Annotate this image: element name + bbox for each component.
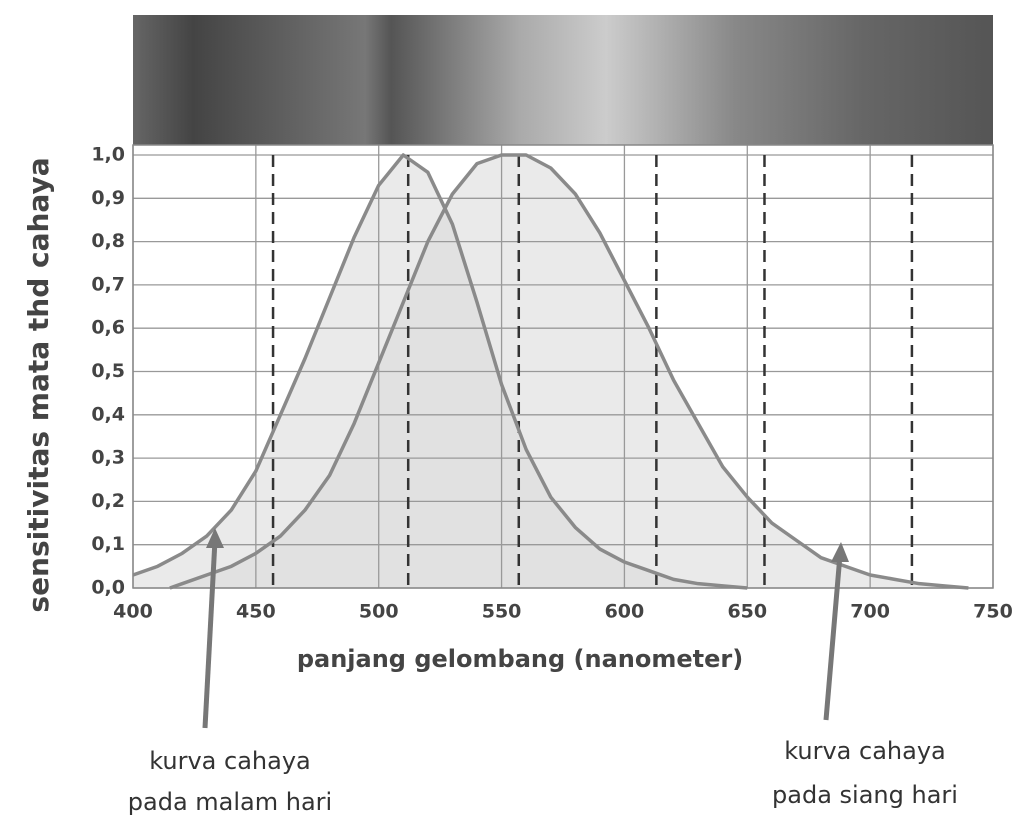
y-tick-label: 0,4 — [91, 403, 125, 425]
x-tick-label: 600 — [605, 601, 645, 623]
x-tick-label: 650 — [727, 601, 767, 623]
y-tick-label: 0,0 — [91, 577, 125, 599]
x-tick-label: 550 — [482, 601, 522, 623]
chart: 0,0 0,1 0,2 0,3 0,4 0,5 0,6 0,7 0,8 0,9 1,0 400 450 5… — [0, 0, 1025, 825]
x-tick-label: 400 — [113, 601, 153, 623]
y-tick-label: 0,1 — [91, 533, 125, 555]
y-tick-label: 0,5 — [91, 360, 125, 382]
spectrum-band — [133, 15, 993, 145]
y-tick-label: 0,2 — [91, 490, 125, 512]
y-tick-label: 0,6 — [91, 317, 125, 339]
y-tick-label: 1,0 — [91, 144, 125, 166]
x-axis-label: panjang gelombang (nanometer) — [297, 645, 743, 673]
y-tick-label: 0,8 — [91, 230, 125, 252]
y-tick-label: 0,7 — [91, 273, 125, 295]
x-tick-label: 750 — [973, 601, 1013, 623]
annotation: pada malam hari — [128, 788, 332, 816]
annotation: kurva cahaya — [784, 737, 946, 765]
x-tick-label: 450 — [236, 601, 276, 623]
x-tick-label: 700 — [850, 601, 890, 623]
y-axis-label: sensitivitas mata thd cahaya — [22, 157, 55, 612]
x-tick-label: 500 — [359, 601, 399, 623]
annotation: pada siang hari — [772, 781, 958, 809]
y-tick-label: 0,9 — [91, 187, 125, 209]
y-tick-label: 0,3 — [91, 447, 125, 469]
annotation: kurva cahaya — [149, 747, 311, 775]
